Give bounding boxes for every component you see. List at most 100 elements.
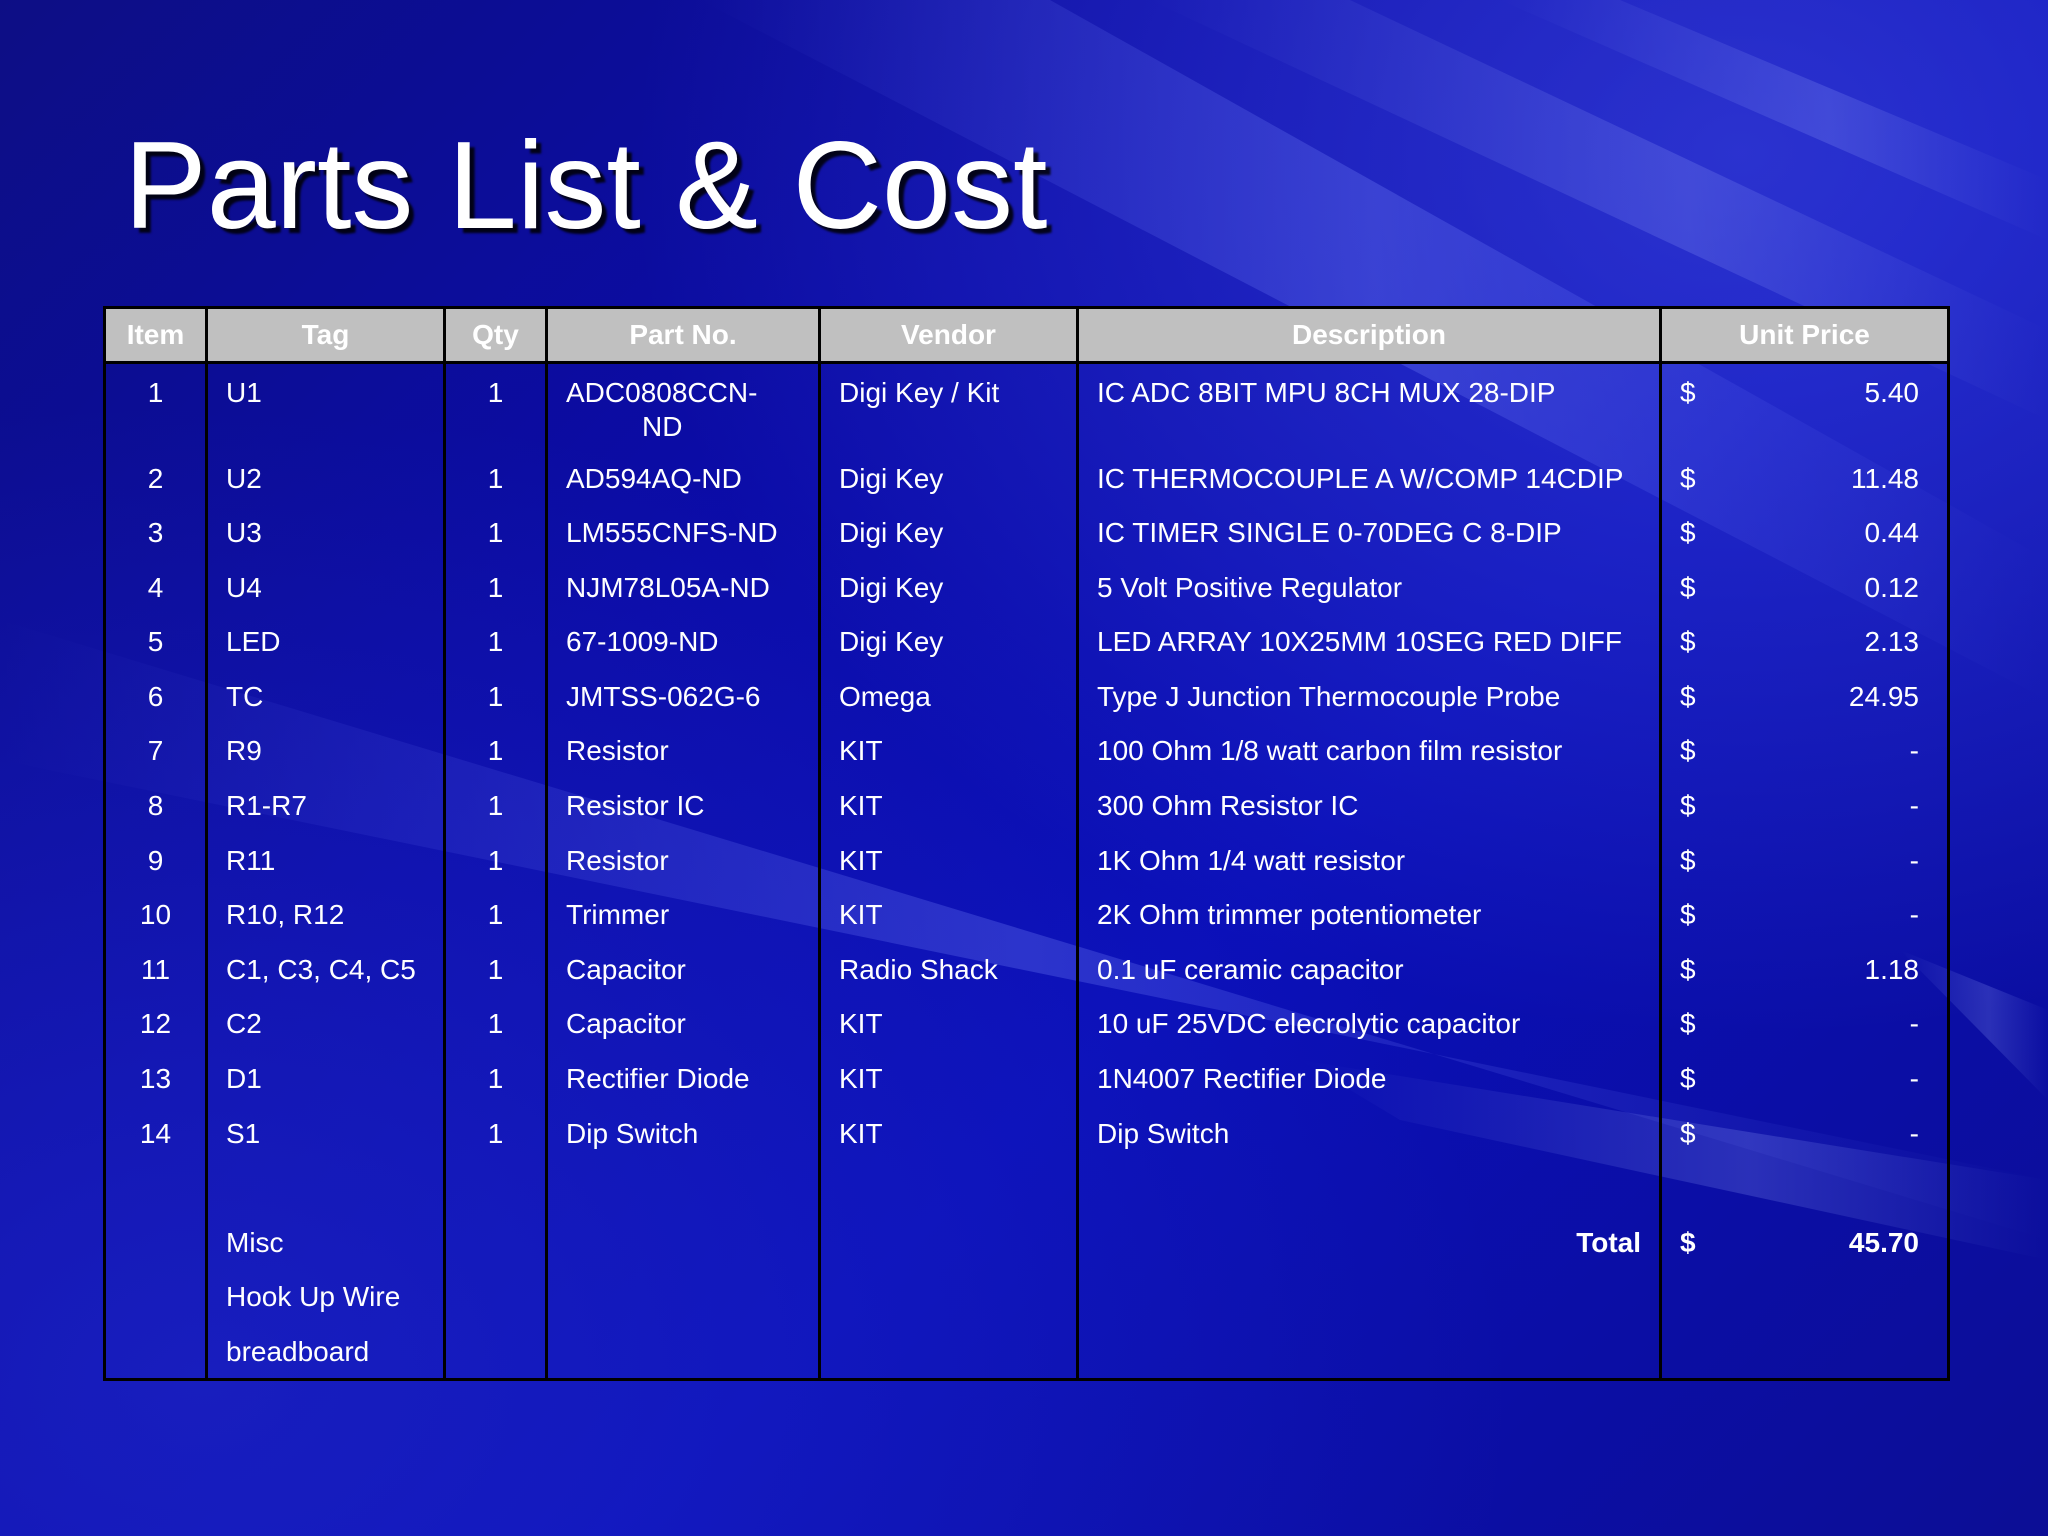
part-no-line-2: ND <box>642 411 683 442</box>
cell-empty <box>545 1325 821 1382</box>
cell-vendor: KIT <box>818 1106 1079 1162</box>
cell-empty <box>443 1161 548 1216</box>
cell-item: 5 <box>103 615 208 670</box>
price-value: - <box>1909 735 1919 767</box>
cell-tag: S1 <box>205 1106 446 1162</box>
cell-vendor: Digi Key <box>818 451 1079 507</box>
price-value: 11.48 <box>1851 462 1919 494</box>
price-value: 0.44 <box>1864 517 1920 549</box>
cell-unit-price: $24.95 <box>1659 669 1950 725</box>
price-value: 2.13 <box>1864 626 1920 658</box>
cell-description: IC ADC 8BIT MPU 8CH MUX 28-DIP <box>1076 362 1662 452</box>
price-value: 0.12 <box>1864 571 1920 603</box>
table-row-misc: Hook Up Wire <box>103 1270 1950 1325</box>
cell-part-no: ADC0808CCN- ND <box>545 362 821 452</box>
cell-unit-price: $1.18 <box>1659 942 1950 998</box>
cell-description: IC THERMOCOUPLE A W/COMP 14CDIP <box>1076 451 1662 507</box>
cell-item: 9 <box>103 833 208 889</box>
cell-part-no: AD594AQ-ND <box>545 451 821 507</box>
cell-part-no: Capacitor <box>545 997 821 1053</box>
total-label: Total <box>1076 1215 1662 1271</box>
cell-item: 7 <box>103 724 208 780</box>
cell-description: Type J Junction Thermocouple Probe <box>1076 669 1662 725</box>
table-row-misc: breadboard <box>103 1325 1950 1382</box>
cell-part-no: 67-1009-ND <box>545 615 821 670</box>
cell-empty <box>1659 1325 1950 1382</box>
price-value: - <box>1909 790 1919 822</box>
cell-unit-price: $ - <box>1659 779 1950 834</box>
cell-part-no: NJM78L05A-ND <box>545 560 821 616</box>
currency-symbol: $ <box>1680 1008 1696 1040</box>
currency-symbol: $ <box>1680 462 1696 494</box>
cell-qty: 1 <box>443 724 548 780</box>
cell-qty: 1 <box>443 560 548 616</box>
cell-empty <box>103 1161 208 1216</box>
header-item: Item <box>103 306 208 364</box>
cell-tag: U3 <box>205 506 446 561</box>
part-no-line-1: ADC0808CCN- <box>566 377 758 408</box>
cell-unit-price: $ - <box>1659 1106 1950 1162</box>
cell-unit-price: $11.48 <box>1659 451 1950 507</box>
cell-empty <box>818 1270 1079 1325</box>
cell-empty <box>1076 1325 1662 1382</box>
cell-tag: LED <box>205 615 446 670</box>
price-value: - <box>1909 1063 1919 1095</box>
currency-symbol: $ <box>1680 844 1696 876</box>
cell-empty <box>545 1161 821 1216</box>
cell-description: 10 uF 25VDC elecrolytic capacitor <box>1076 997 1662 1053</box>
cell-tag: D1 <box>205 1052 446 1107</box>
cell-unit-price: $ - <box>1659 833 1950 889</box>
cell-item: 2 <box>103 451 208 507</box>
cell-tag: R11 <box>205 833 446 889</box>
cell-tag: U2 <box>205 451 446 507</box>
cell-empty <box>818 1325 1079 1382</box>
cell-item: 1 <box>103 362 208 452</box>
currency-symbol: $ <box>1680 626 1696 658</box>
cell-description: 2K Ohm trimmer potentiometer <box>1076 888 1662 943</box>
cell-vendor: KIT <box>818 724 1079 780</box>
cell-unit-price: $ - <box>1659 1052 1950 1107</box>
cell-description: 100 Ohm 1/8 watt carbon film resistor <box>1076 724 1662 780</box>
table-row: 2 U2 1 AD594AQ-ND Digi Key IC THERMOCOUP… <box>103 451 1950 507</box>
cell-qty: 1 <box>443 779 548 834</box>
table-row: 11 C1, C3, C4, C5 1 Capacitor Radio Shac… <box>103 942 1950 998</box>
header-vendor: Vendor <box>818 306 1079 364</box>
cell-empty <box>818 1215 1079 1271</box>
cell-empty <box>103 1270 208 1325</box>
cell-tag: TC <box>205 669 446 725</box>
table-row: 7 R9 1 Resistor KIT 100 Ohm 1/8 watt car… <box>103 724 1950 780</box>
cell-unit-price: $0.12 <box>1659 560 1950 616</box>
cell-description: 300 Ohm Resistor IC <box>1076 779 1662 834</box>
cell-item: 13 <box>103 1052 208 1107</box>
table-row: 3 U3 1 LM555CNFS-ND Digi Key IC TIMER SI… <box>103 506 1950 561</box>
cell-tag: C1, C3, C4, C5 <box>205 942 446 998</box>
cell-tag: R9 <box>205 724 446 780</box>
header-tag: Tag <box>205 306 446 364</box>
cell-empty <box>1076 1161 1662 1216</box>
table-row: 6 TC 1 JMTSS-062G-6 Omega Type J Junctio… <box>103 669 1950 725</box>
header-qty: Qty <box>443 306 548 364</box>
table-row: 1 U1 1 ADC0808CCN- ND Digi Key / Kit IC A… <box>103 362 1950 452</box>
cell-item: 4 <box>103 560 208 616</box>
cell-qty: 1 <box>443 1052 548 1107</box>
currency-symbol: $ <box>1680 1063 1696 1095</box>
cell-qty: 1 <box>443 451 548 507</box>
cell-qty: 1 <box>443 997 548 1053</box>
price-value: - <box>1909 1008 1919 1040</box>
price-value: - <box>1909 1117 1919 1149</box>
misc-item: Hook Up Wire <box>205 1270 446 1325</box>
cell-empty <box>103 1325 208 1382</box>
cell-empty <box>443 1270 548 1325</box>
cell-part-no: Capacitor <box>545 942 821 998</box>
total-price-cell: $45.70 <box>1659 1215 1950 1271</box>
slide-title: Parts List & Cost <box>124 117 1048 255</box>
cell-vendor: Radio Shack <box>818 942 1079 998</box>
currency-symbol: $ <box>1680 790 1696 822</box>
table-row: 12 C2 1 Capacitor KIT 10 uF 25VDC elecro… <box>103 997 1950 1053</box>
price-value: 1.18 <box>1864 953 1920 985</box>
cell-description: 1K Ohm 1/4 watt resistor <box>1076 833 1662 889</box>
cell-empty <box>103 1215 208 1271</box>
cell-part-no: Dip Switch <box>545 1106 821 1162</box>
cell-vendor: Digi Key / Kit <box>818 362 1079 452</box>
cell-qty: 1 <box>443 1106 548 1162</box>
